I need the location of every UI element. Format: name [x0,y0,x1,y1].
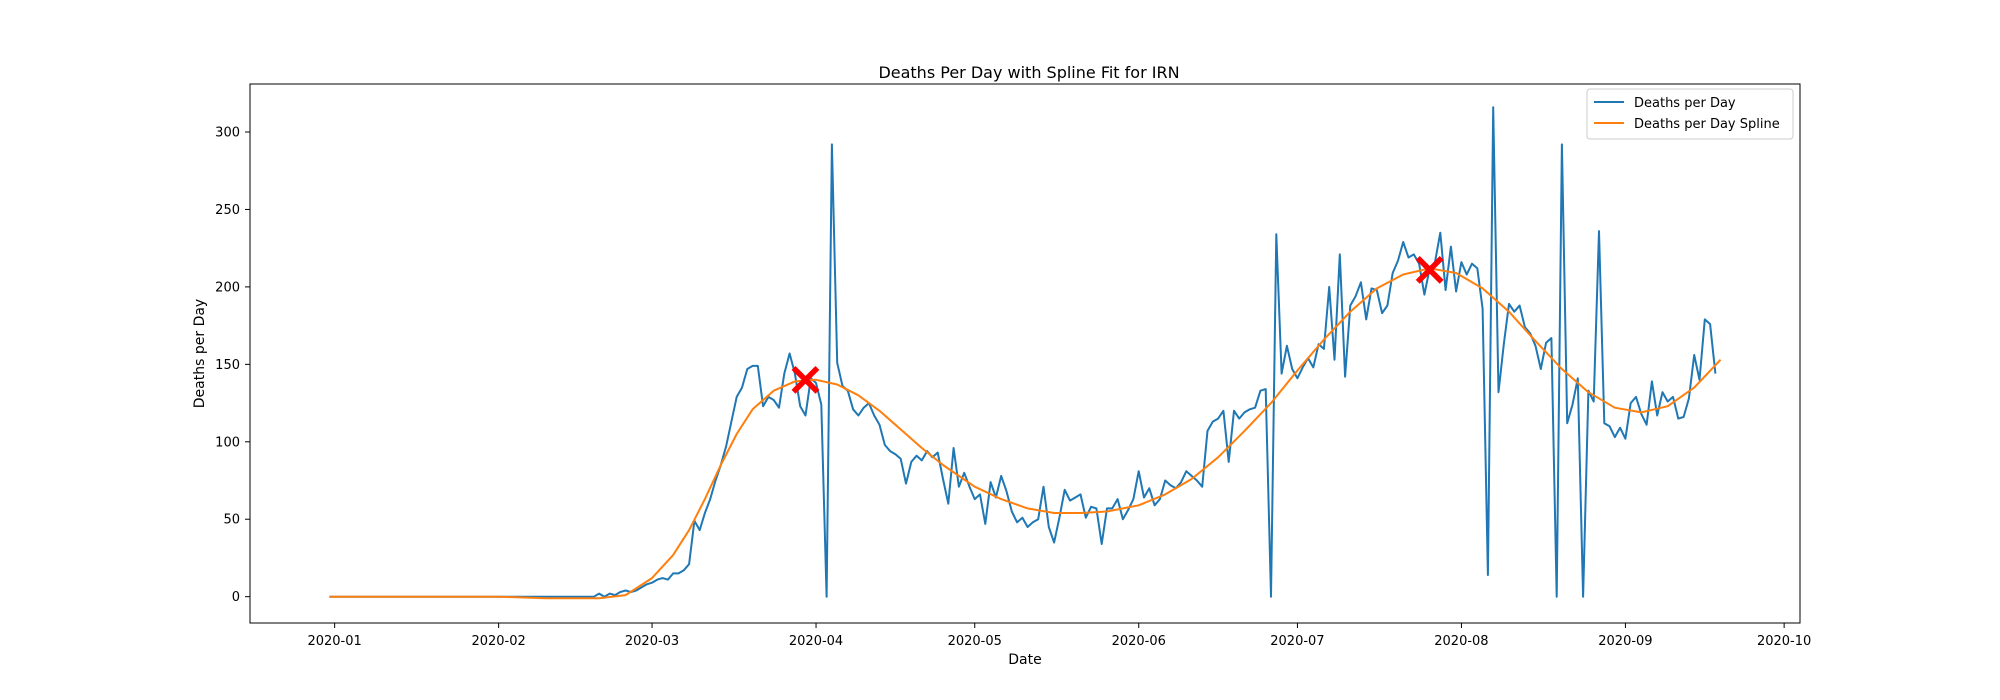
plot-area [249,83,1801,624]
y-tick-label: 300 [215,126,240,141]
x-tick-label: 2020-10 [1757,634,1811,649]
x-tick-label: 2020-09 [1598,634,1652,649]
y-tick-label: 250 [215,203,240,218]
x-axis: 2020-01 2020-02 2020-03 2020-04 2020-05 2020-… [307,623,1811,649]
peak-marker-2 [1415,255,1444,284]
x-tick-label: 2020-01 [307,634,361,649]
y-tick-label: 200 [215,280,240,295]
y-axis: 0 50 100 150 200 250 300 [215,126,250,605]
y-axis-label: Deaths per Day [192,299,208,408]
legend: Deaths per Day Deaths per Day Spline [1586,88,1794,140]
x-tick-label: 2020-05 [948,634,1002,649]
x-tick-label: 2020-07 [1270,634,1324,649]
x-tick-label: 2020-04 [789,634,843,649]
series-line-deaths-per-day-spline [329,267,1722,600]
y-tick-label: 50 [223,513,240,528]
legend-box [1586,88,1794,140]
y-tick-label: 100 [215,435,240,450]
x-tick-label: 2020-02 [471,634,525,649]
marker-layer [791,255,1444,394]
x-axis-label: Date [1008,652,1041,668]
chart-title: Deaths Per Day with Spline Fit for IRN [878,63,1179,82]
series-layer [329,106,1722,600]
x-tick-label: 2020-08 [1434,634,1488,649]
legend-label-deaths-per-day: Deaths per Day [1634,96,1736,111]
series-line-deaths-per-day [329,106,1717,598]
x-tick-label: 2020-06 [1112,634,1166,649]
legend-label-deaths-per-day-spline: Deaths per Day Spline [1634,117,1780,132]
y-tick-label: 150 [215,358,240,373]
y-tick-label: 0 [232,590,240,605]
x-tick-label: 2020-03 [625,634,679,649]
peak-marker-1 [791,365,820,394]
